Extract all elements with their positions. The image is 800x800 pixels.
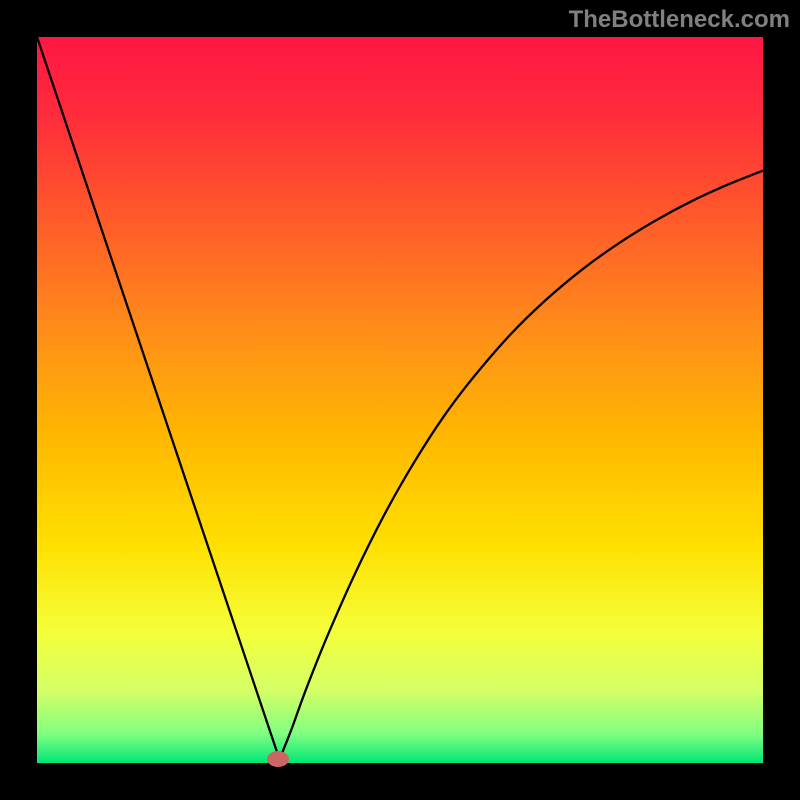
chart-container: TheBottleneck.com xyxy=(0,0,800,800)
plot-area xyxy=(37,37,763,763)
bottleneck-curve xyxy=(37,37,763,759)
curve-layer xyxy=(37,37,763,763)
optimum-marker xyxy=(267,751,289,767)
watermark-text: TheBottleneck.com xyxy=(569,6,790,34)
